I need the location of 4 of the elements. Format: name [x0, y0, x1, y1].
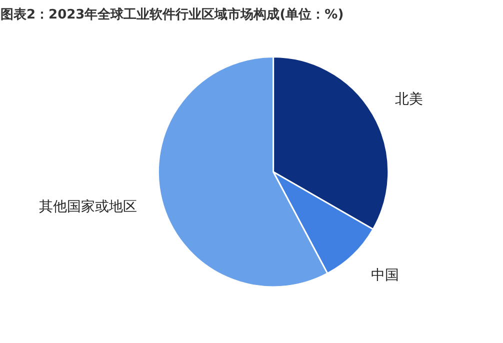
chart-title: 图表2：2023年全球工业软件行业区域市场构成(单位：%) — [0, 6, 344, 22]
slice-label: 北美 — [394, 92, 423, 108]
slice-label: 其他国家或地区 — [39, 198, 138, 215]
slice-label: 中国 — [371, 268, 400, 284]
